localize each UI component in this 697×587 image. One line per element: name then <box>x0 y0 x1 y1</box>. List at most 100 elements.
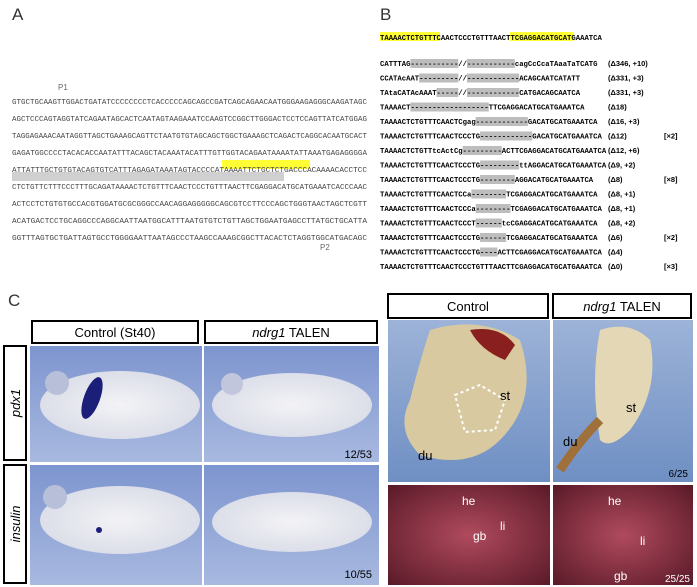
count: 12/53 <box>344 449 372 461</box>
sequence-line: GTGCTGCAAGTTGGACTGATATCCCCCCCCTCACCCCCAG… <box>12 99 367 107</box>
embryo <box>212 373 372 437</box>
embryo <box>40 486 200 554</box>
tissue <box>470 329 515 360</box>
header: Control <box>447 299 489 314</box>
reference-sequence: TAAAACTCTGTTTCAACTCCCTGTTTAACTTCGAGGACAT… <box>380 35 603 43</box>
primer-label: P2 <box>320 243 330 252</box>
count: 10/55 <box>344 569 372 581</box>
highlight <box>510 32 574 41</box>
deletion <box>410 102 489 112</box>
tissue <box>404 324 527 460</box>
embryo <box>212 492 372 552</box>
tissue-label: du <box>563 434 577 449</box>
deletion <box>480 131 533 141</box>
header: Control (St40) <box>75 325 156 340</box>
eye <box>221 373 243 395</box>
deletion <box>480 233 507 242</box>
sequence-line: GGTTTAGTGCTGATTAGTGCCTGGGGAATTAATAGCCCTA… <box>12 235 367 243</box>
header-box <box>552 293 692 319</box>
allele-change: (Δ8, +1) <box>608 190 636 199</box>
deletion <box>475 117 528 126</box>
sequence-line: TAGGAGAAACAATAGGTTAGCTGAAAGCAGTTCTAATGTG… <box>12 133 367 141</box>
eye <box>45 371 69 395</box>
gene: ndrg1 <box>252 325 285 340</box>
allele-change: (Δ12) <box>608 132 627 141</box>
allele-sequence: TAAAACTCTGTTTCAACTCCCTG------------GACAT… <box>380 134 603 142</box>
allele-change: (Δ8) <box>608 175 623 184</box>
sequence-line: CTCTGTTCTTTCCCTTTGCAGATAAAACTCTGTTTCAACT… <box>12 184 367 192</box>
panel-d: Control ndrg1 TALEN du st du st 6/25 he … <box>387 293 693 585</box>
allele-sequence: TAAAACTCTGTTTCAACTCCCa--------TCGAGGACAT… <box>380 206 603 214</box>
allele-sequence: TAtaCATAcAAAT-----//------------CATGACAG… <box>380 90 581 98</box>
primer-label: P1 <box>58 83 68 92</box>
eye <box>43 485 67 509</box>
tissue-label: he <box>462 494 476 508</box>
allele-change: (Δ0) <box>608 262 623 271</box>
allele-sequence: TAAAACTCTGTTTCAACTCgag------------GACATG… <box>380 119 598 127</box>
deletion <box>467 73 520 83</box>
deletion <box>410 59 459 68</box>
header-box <box>31 320 199 344</box>
highlight <box>12 172 284 181</box>
treatment: TALEN <box>616 299 660 314</box>
gene: ndrg1 <box>583 299 616 314</box>
allele-sequence: TAAAACTCTGTTTCAACTCCCTG------TCGAGGACATG… <box>380 235 598 243</box>
stain <box>96 527 102 533</box>
panel-label: B <box>380 5 391 24</box>
allele-sequence: TAAAACTCTGTTTCAACTCCCTG----ACTTCGAGGACAT… <box>380 250 603 258</box>
allele-sequence: CCATAcAAT---------//------------ACAGCAAT… <box>380 76 581 84</box>
allele-sequence: CATTTAG-----------//-----------cagCcCcaT… <box>380 61 598 69</box>
allele-change: (Δ8, +1) <box>608 204 636 213</box>
allele-sequence: TAAAACTCTGTTtcActCg---------ACTTCGAGGACA… <box>380 148 607 156</box>
allele-sequence: TAAAACTCTGTTTCAACTCCCTG---------ttAGGACA… <box>380 163 607 171</box>
allele-change: (Δ8, +2) <box>608 219 636 228</box>
panel-label: C <box>8 291 20 310</box>
panel-label: A <box>12 5 24 24</box>
embryo <box>40 371 200 439</box>
tissue <box>595 326 653 444</box>
tissue-label: st <box>500 388 511 403</box>
deletion <box>467 88 520 97</box>
header-box <box>204 320 378 344</box>
allele-change: (Δ6) <box>608 233 623 242</box>
row-label: pdx1 <box>8 389 23 418</box>
panel-c: Control (St40) ndrg1 TALEN pdx1 insulin … <box>3 320 379 585</box>
allele-change: (Δ18) <box>608 103 627 112</box>
deletion <box>419 73 459 83</box>
stain <box>81 377 103 419</box>
allele-sequence: TAAAACTCTGTTTCAACTCCa--------TCGAGGACATG… <box>380 192 598 200</box>
row-box <box>3 464 27 584</box>
highlight <box>380 32 440 41</box>
deletion <box>467 59 515 68</box>
deletion <box>480 175 515 184</box>
image <box>553 485 693 585</box>
tissue-label: he <box>608 494 622 508</box>
allele-sequence: TAAAACT------------------TTCGAGGACATGCAT… <box>380 105 585 113</box>
sequence-line: AGCTCCCAGTAGGTATCAGAATAGCACTCAATAGTAAGAA… <box>12 116 367 124</box>
allele-sequence: TAAAACTCTGTTTCAACTCCCTGTTTAACTTCGAGGACAT… <box>380 264 603 272</box>
count: 6/25 <box>669 469 689 480</box>
count: 25/25 <box>665 574 690 585</box>
header: ndrg1 TALEN <box>583 299 661 314</box>
allele-change: (Δ9, +2) <box>608 161 636 170</box>
sequence-line: ACTCCTCTGTGTGCCACGTGGATGCGCGGGCCAACAGGAG… <box>12 201 367 209</box>
highlight <box>222 160 310 169</box>
tissue-label: gb <box>473 529 487 543</box>
row-box <box>3 345 27 461</box>
tissue-label: st <box>626 400 637 415</box>
allele-count: [×8] <box>664 175 678 184</box>
tissue-label: li <box>500 519 505 533</box>
allele-change: (Δ346, +10) <box>608 59 648 68</box>
panel-b: TAAAACTCTGTTTCAACTCCCTGTTTAACTTCGAGGACAT… <box>380 32 678 272</box>
tissue <box>556 416 604 473</box>
deletion <box>480 247 498 257</box>
treatment: TALEN <box>285 325 329 340</box>
allele-count: [×3] <box>664 262 678 271</box>
panel-a: P1 P2 GTGCTGCAAGTTGGACTGATATCCCCCCCCTCAC… <box>12 83 368 252</box>
deletion <box>462 146 502 155</box>
deletion <box>436 88 459 97</box>
deletion <box>471 189 507 199</box>
tissue-label: li <box>640 534 645 548</box>
tissue-label: du <box>418 448 432 463</box>
